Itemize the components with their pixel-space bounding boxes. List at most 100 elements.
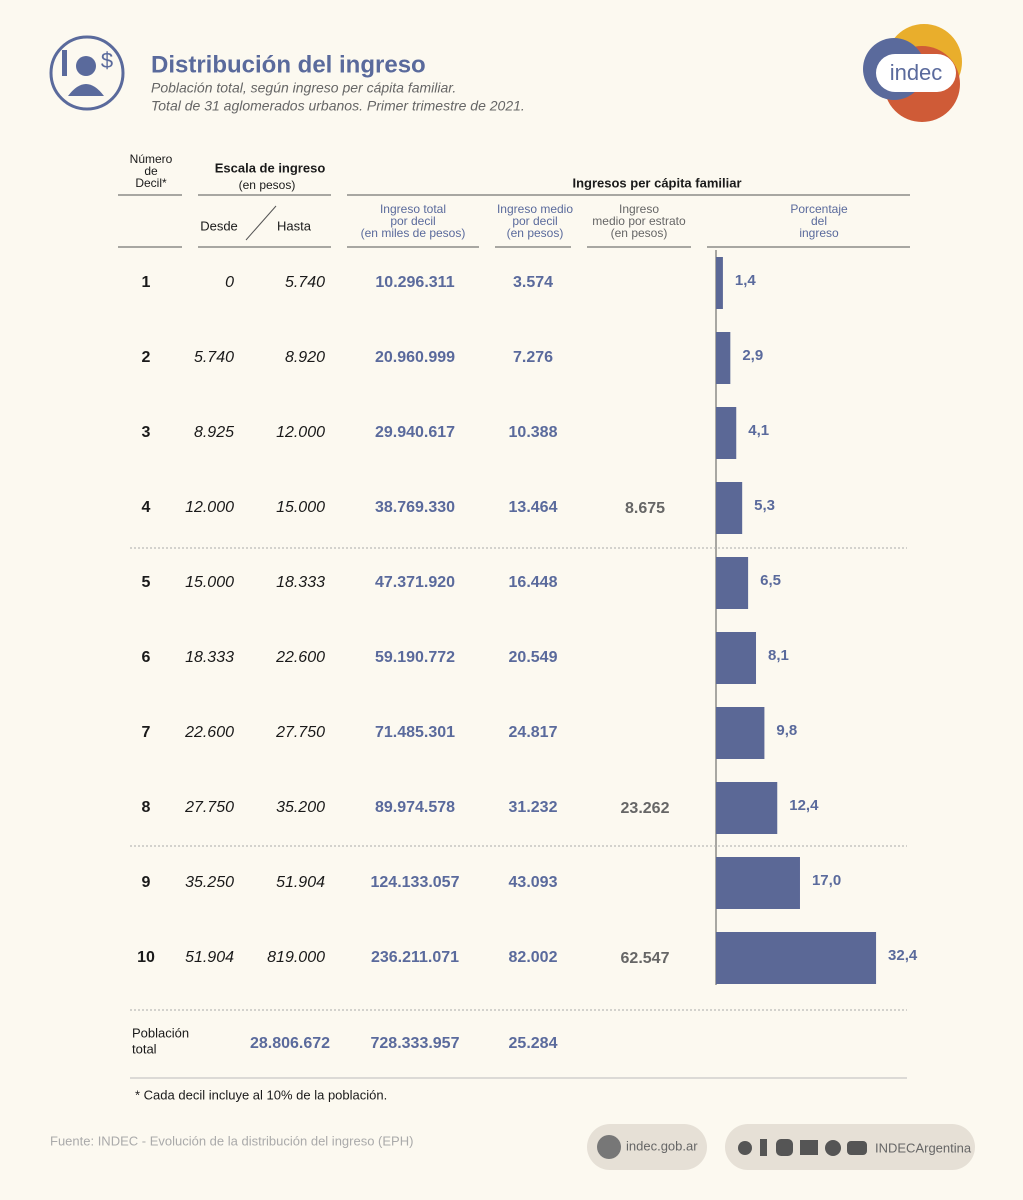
ingreso-medio: 31.232	[509, 799, 558, 816]
ingreso-total: 47.371.920	[375, 574, 455, 591]
bar-label: 6,5	[760, 572, 781, 589]
bar	[716, 557, 749, 609]
ingreso-medio: 16.448	[509, 574, 558, 591]
total-label: total	[132, 1041, 157, 1056]
decil: 1	[142, 274, 151, 291]
bar-label: 1,4	[735, 272, 757, 289]
col-header: (en pesos)	[239, 178, 296, 192]
hasta: 51.904	[276, 874, 325, 891]
desde: 12.000	[185, 499, 234, 516]
desde: 27.750	[184, 799, 234, 816]
desde: 8.925	[194, 424, 234, 441]
desde: 0	[225, 274, 234, 291]
bar-label: 8,1	[768, 647, 789, 664]
col-header: Decil*	[135, 176, 167, 190]
decil: 6	[142, 649, 151, 666]
subtitle: Total de 31 aglomerados urbanos. Primer …	[151, 98, 525, 114]
total-label: Población	[132, 1025, 189, 1040]
web-icon	[597, 1135, 621, 1159]
ingreso-total: 10.296.311	[375, 274, 454, 291]
ingreso-medio: 20.549	[509, 649, 558, 666]
hasta: 819.000	[267, 949, 325, 966]
desde: 51.904	[185, 949, 234, 966]
col-header: ingreso	[799, 226, 839, 240]
hasta: 27.750	[275, 724, 325, 741]
decil: 8	[142, 799, 151, 816]
bar	[716, 407, 737, 459]
desde: 5.740	[194, 349, 234, 366]
col-header: Ingreso medio	[497, 202, 573, 216]
col-header: Desde	[200, 218, 238, 233]
bar-label: 4,1	[748, 422, 769, 439]
bar-label: 17,0	[812, 872, 841, 889]
bar-label: 5,3	[754, 497, 775, 514]
col-header: (en pesos)	[507, 226, 564, 240]
bar-label: 32,4	[888, 947, 918, 964]
ingreso-medio: 24.817	[509, 724, 558, 741]
bar-label: 12,4	[789, 797, 819, 814]
col-header: Hasta	[277, 218, 312, 233]
hasta: 8.920	[285, 349, 325, 366]
ingreso-medio: 43.093	[509, 874, 558, 891]
ingreso-total: 124.133.057	[371, 874, 460, 891]
total-cell: 25.284	[509, 1035, 558, 1052]
ingreso-medio: 7.276	[513, 349, 553, 366]
bar	[716, 257, 723, 309]
decil: 9	[142, 874, 151, 891]
col-header: Ingreso	[619, 202, 659, 216]
col-header: de	[144, 164, 158, 178]
decil: 5	[142, 574, 151, 591]
header-lines	[118, 194, 910, 248]
title: Distribución del ingreso	[151, 51, 426, 78]
decil: 2	[142, 349, 151, 366]
bar-label: 2,9	[742, 347, 763, 364]
ingreso-medio: 10.388	[509, 424, 558, 441]
bar	[716, 932, 877, 984]
ingreso-medio: 82.002	[509, 949, 558, 966]
ingreso-estrato: 62.547	[621, 950, 670, 967]
hasta: 35.200	[276, 799, 325, 816]
col-header: Ingreso total	[380, 202, 446, 216]
social[interactable]: INDECArgentina	[875, 1140, 972, 1155]
logo-text: indec	[890, 60, 943, 85]
web-pill[interactable]	[587, 1124, 707, 1170]
col-header: (en pesos)	[611, 226, 668, 240]
ingreso-total: 38.769.330	[375, 499, 455, 516]
col-header: por decil	[390, 214, 435, 228]
desde: 35.250	[185, 874, 234, 891]
ingreso-total: 29.940.617	[375, 424, 455, 441]
bar	[716, 482, 743, 534]
ingreso-total: 236.211.071	[371, 949, 459, 966]
col-header: Porcentaje	[790, 202, 848, 216]
logo	[863, 24, 962, 122]
ingreso-medio: 3.574	[513, 274, 553, 291]
col-header: (en miles de pesos)	[361, 226, 466, 240]
decil: 4	[142, 499, 151, 516]
social-icons	[738, 1139, 867, 1156]
ingreso-total: 89.974.578	[375, 799, 455, 816]
desde: 22.600	[184, 724, 234, 741]
col-header: Ingresos per cápita familiar	[572, 175, 741, 190]
total-cell: 728.333.957	[371, 1035, 460, 1052]
total-cell: 28.806.672	[250, 1035, 330, 1052]
col-header: Escala de ingreso	[215, 160, 326, 175]
bar	[716, 632, 757, 684]
bar	[716, 332, 731, 384]
ingreso-medio: 13.464	[509, 499, 558, 516]
hasta: 22.600	[275, 649, 325, 666]
col-header: del	[811, 214, 827, 228]
web[interactable]: indec.gob.ar	[626, 1138, 698, 1153]
ingreso-estrato: 23.262	[621, 800, 670, 817]
icon: $	[49, 35, 125, 111]
decil: 7	[142, 724, 151, 741]
hasta: 18.333	[276, 574, 325, 591]
bar-label: 9,8	[776, 722, 797, 739]
bar	[716, 782, 778, 834]
footnote: * Cada decil incluye al 10% de la poblac…	[135, 1087, 387, 1102]
source: Fuente: INDEC - Evolución de la distribu…	[50, 1133, 413, 1148]
ingreso-total: 20.960.999	[375, 349, 455, 366]
bar	[716, 857, 800, 909]
col-header: medio por estrato	[592, 214, 686, 228]
